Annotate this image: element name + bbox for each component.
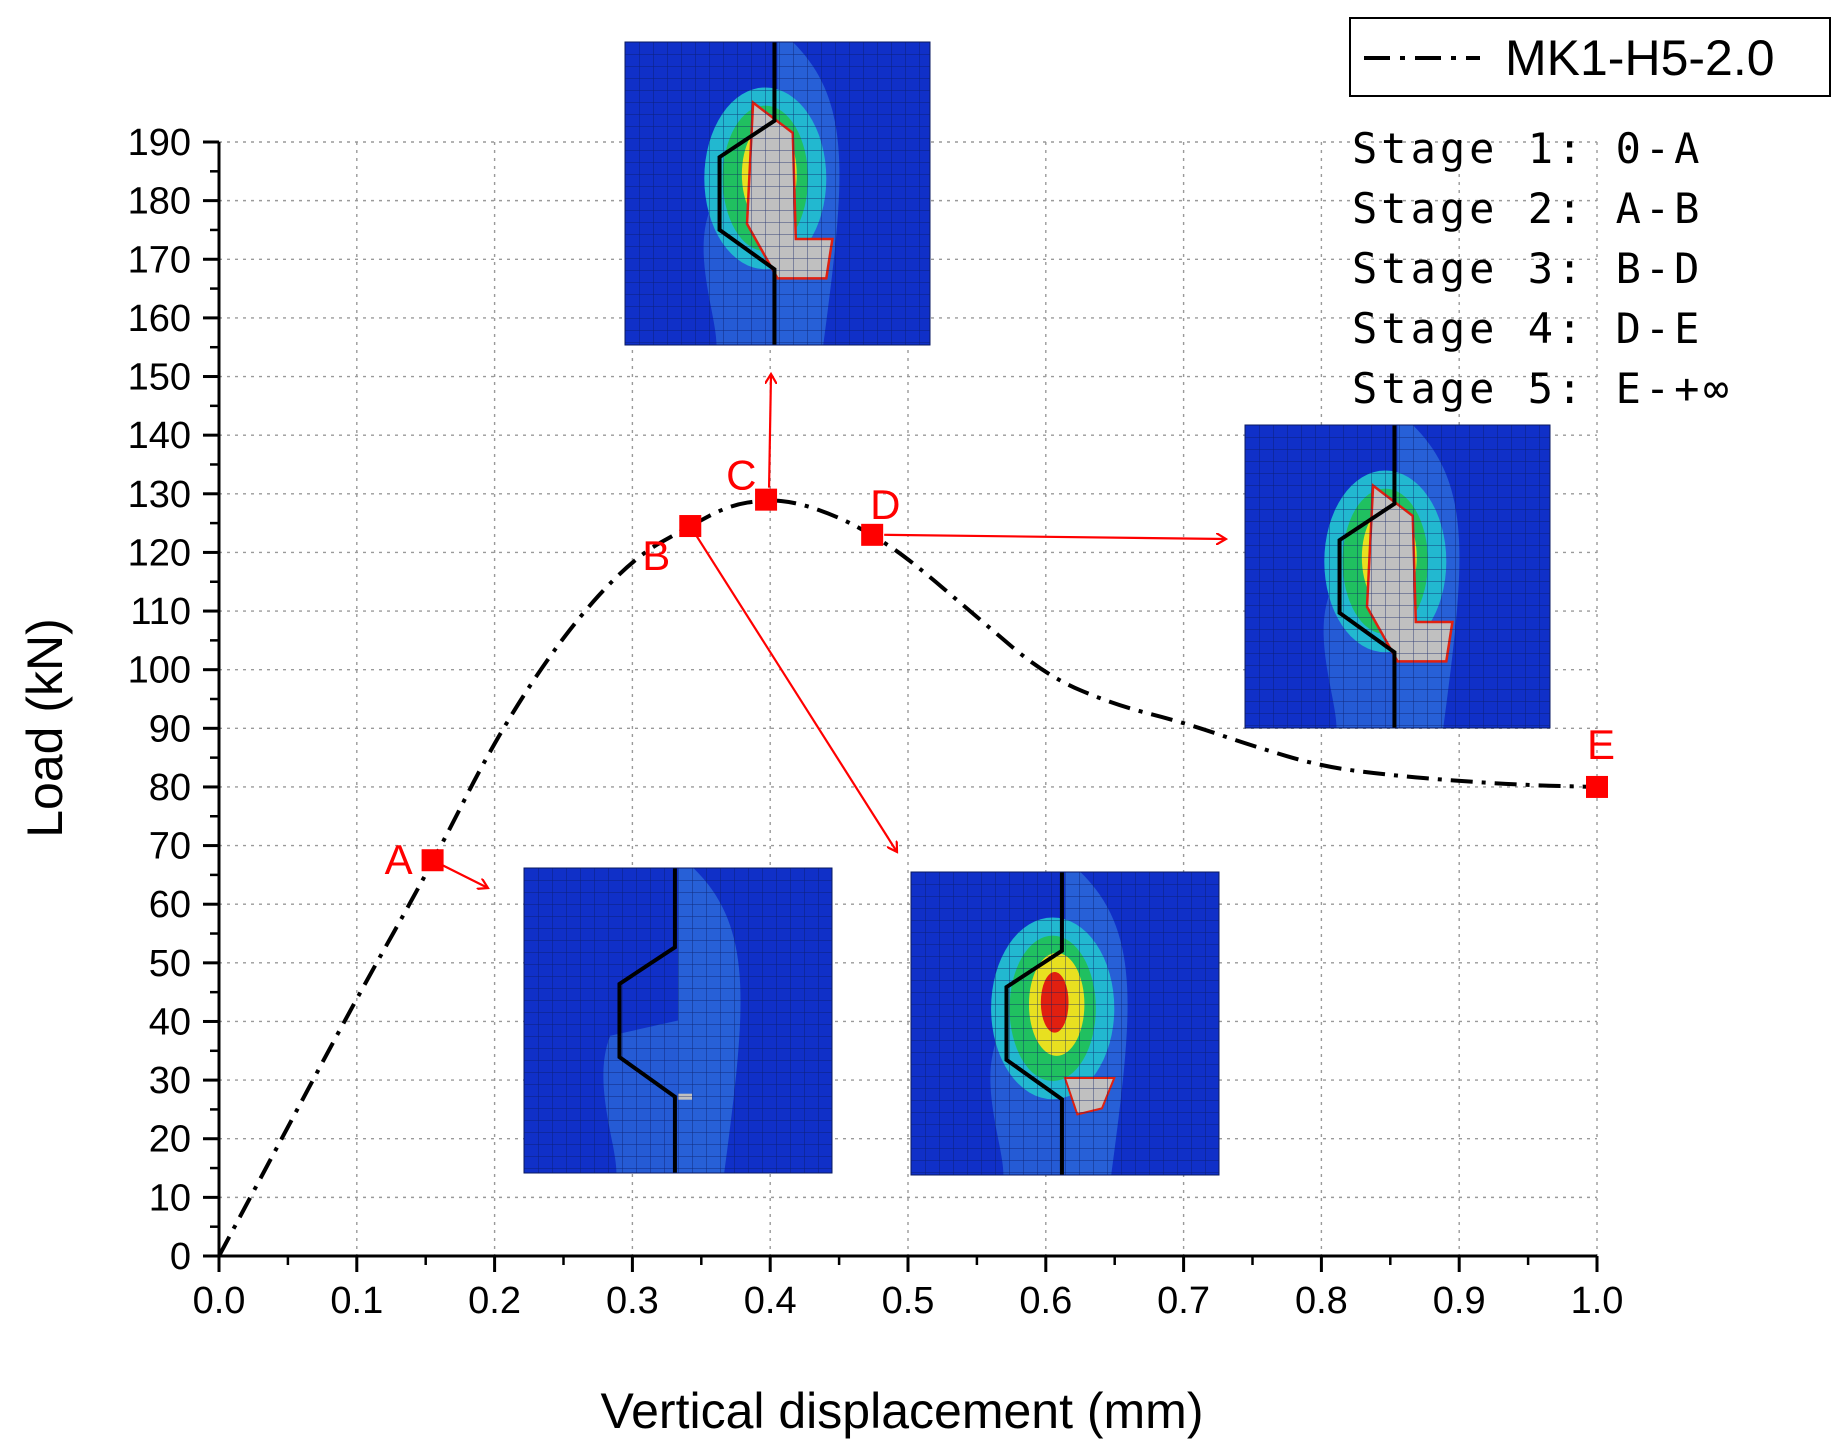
stage-4: Stage 4: D-E [1352,304,1703,353]
inset-interface-outline [1004,872,1064,1175]
y-tick-label: 180 [128,181,191,223]
key-point-label-e: E [1587,721,1615,768]
y-tick-label: 0 [170,1236,191,1278]
key-point-e [1586,775,1608,798]
legend: MK1-H5-2.0 [1349,17,1831,97]
key-point-label-d: D [870,481,900,528]
x-tick-label: 0.0 [193,1280,246,1322]
y-tick-label: 20 [149,1119,191,1161]
arrow-d [884,535,1226,539]
y-tick-label: 10 [149,1177,191,1219]
key-point-c [755,488,778,511]
x-tick-label: 0.7 [1157,1280,1210,1322]
y-tick-label: 80 [149,767,191,809]
inset-mesh [524,868,832,1173]
inset-interface-outline [1337,425,1397,728]
y-tick-label: 100 [128,650,191,692]
y-tick-label: 190 [128,122,191,164]
inset-mesh [1245,425,1550,728]
arrows [432,374,1226,888]
inset-interface-outline [617,868,677,1173]
y-tick-label: 130 [128,474,191,516]
y-tick-label: 120 [128,532,191,574]
stage-3: Stage 3: B-D [1352,244,1703,293]
insets [523,41,1551,1176]
x-tick-label: 0.9 [1433,1280,1486,1322]
inset-mesh [911,872,1219,1175]
y-tick-label: 140 [128,415,191,457]
key-point-b [679,515,702,538]
inset-mesh [625,42,930,345]
legend-label: MK1-H5-2.0 [1505,30,1775,86]
x-axis-title: Vertical displacement (mm) [601,1383,1204,1439]
stage-1: Stage 1: 0-A [1352,124,1703,173]
key-point-a [421,849,444,872]
x-tick-label: 0.6 [1019,1280,1072,1322]
y-tick-label: 60 [149,884,191,926]
x-tick-label: 0.2 [468,1280,521,1322]
inset-frame [1244,424,1551,729]
inset-interface-outline [717,42,777,345]
inset-frame [624,41,931,346]
y-tick-label: 90 [149,708,191,750]
key-point-d [861,523,884,546]
inset-c [624,41,931,346]
series-layer [217,498,1598,1257]
stage-2: Stage 2: A-B [1352,184,1703,233]
x-tick-label: 0.3 [606,1280,659,1322]
y-tick-label: 70 [149,826,191,868]
y-tick-label: 50 [149,943,191,985]
key-point-label-a: A [385,836,413,883]
arrow-b [689,525,897,852]
axes: 0.0 0.1 0.2 0.3 0.4 0.5 0.6 0.7 0.8 0.9 1.0 0 10 20 30… [128,122,1624,1322]
stage-5: Stage 5: E-+∞ [1352,364,1733,413]
key-points: A B C D E [385,452,1615,884]
inset-frame [523,867,833,1174]
key-point-label-b: B [642,532,670,579]
inset-d [1244,424,1551,729]
x-tick-label: 0.4 [744,1280,797,1322]
inset-frame [910,871,1220,1176]
x-tick-label: 0.5 [882,1280,935,1322]
y-tick-label: 30 [149,1060,191,1102]
key-point-label-c: C [726,452,756,499]
arrow-c [769,374,771,488]
y-tick-label: 170 [128,239,191,281]
x-tick-label: 0.8 [1295,1280,1348,1322]
inset-a [523,867,833,1174]
y-axis-title: Load (kN) [17,618,73,838]
x-tick-label: 1.0 [1571,1280,1624,1322]
y-tick-label: 40 [149,1001,191,1043]
inset-b [910,871,1220,1176]
x-tick-label: 0.1 [330,1280,383,1322]
stage-annotations: Stage 1: 0-A Stage 2: A-B Stage 3: B-D S… [1352,124,1733,413]
y-tick-label: 110 [130,591,191,633]
y-tick-label: 160 [128,298,191,340]
series-line-0 [217,498,1598,1257]
y-tick-label: 150 [128,357,191,399]
